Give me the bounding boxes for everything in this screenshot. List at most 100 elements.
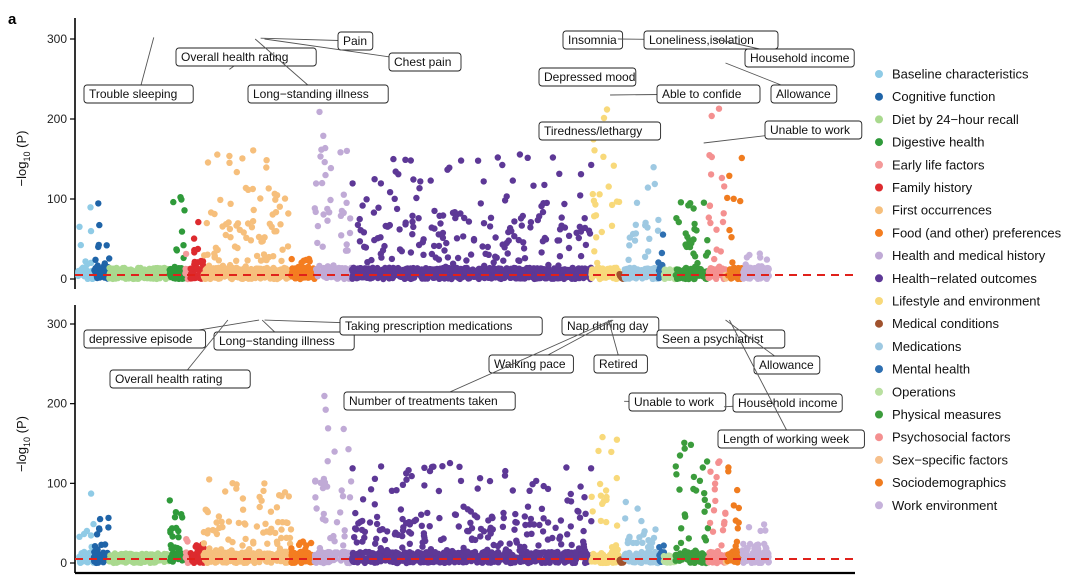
- data-point: [452, 511, 460, 518]
- data-point: [460, 233, 467, 240]
- data-point: [316, 544, 324, 552]
- data-point: [495, 559, 502, 566]
- data-point: [456, 268, 463, 276]
- data-point: [114, 559, 121, 566]
- data-point: [203, 219, 210, 227]
- data-point: [404, 269, 411, 276]
- data-point: [167, 271, 174, 279]
- data-point: [324, 458, 331, 465]
- data-point: [422, 537, 429, 545]
- data-point: [484, 243, 491, 251]
- data-point: [702, 252, 710, 259]
- data-point: [384, 549, 391, 556]
- data-point: [250, 206, 257, 214]
- data-point: [324, 425, 332, 432]
- data-point: [690, 485, 697, 493]
- data-point: [204, 159, 212, 166]
- data-point: [409, 231, 416, 238]
- data-point: [322, 144, 329, 152]
- data-point: [361, 528, 369, 535]
- data-point: [263, 256, 270, 264]
- data-point: [546, 268, 553, 275]
- data-point: [567, 523, 574, 530]
- annotation-label: Depressed mood: [544, 70, 635, 84]
- data-point: [591, 248, 598, 255]
- data-point: [242, 549, 249, 557]
- data-point: [608, 448, 615, 456]
- data-point: [278, 267, 285, 275]
- data-point: [613, 474, 620, 482]
- data-point: [263, 164, 270, 171]
- data-point: [195, 218, 202, 226]
- data-point: [272, 529, 279, 537]
- y-axis-label: −log10 (P): [14, 416, 32, 472]
- data-point: [388, 487, 396, 494]
- data-point: [691, 220, 698, 228]
- data-point: [426, 267, 433, 274]
- data-point: [432, 556, 439, 564]
- data-point: [582, 241, 590, 249]
- data-point: [528, 530, 535, 537]
- data-point: [707, 468, 714, 475]
- data-point: [412, 516, 420, 523]
- data-point: [354, 265, 362, 272]
- data-point: [77, 241, 85, 249]
- data-point: [763, 256, 771, 263]
- annotation-box: [656, 84, 761, 104]
- data-point: [646, 235, 653, 242]
- data-point: [321, 268, 328, 275]
- data-point: [713, 549, 721, 556]
- data-point: [225, 518, 233, 525]
- data-point: [545, 261, 552, 269]
- data-point: [672, 463, 679, 470]
- data-point: [256, 551, 264, 558]
- data-point: [580, 527, 587, 535]
- data-point: [402, 156, 409, 163]
- data-point: [519, 212, 526, 220]
- data-point: [361, 534, 368, 541]
- data-point: [553, 267, 561, 274]
- data-point: [182, 549, 190, 556]
- data-point: [542, 275, 549, 282]
- data-point: [413, 194, 420, 202]
- data-point: [121, 264, 128, 272]
- data-point: [508, 227, 515, 235]
- annotation-label: Insomnia: [568, 33, 617, 47]
- data-point: [391, 195, 398, 202]
- legend-label: Health−related outcomes: [892, 271, 1037, 286]
- data-point: [183, 536, 190, 543]
- data-point: [351, 525, 359, 532]
- annotation-label: Able to confide: [662, 87, 742, 101]
- data-point: [539, 528, 547, 535]
- data-point: [581, 224, 589, 232]
- legend-swatch: [875, 251, 883, 260]
- data-point: [705, 214, 712, 221]
- data-point: [361, 243, 368, 250]
- data-point: [718, 174, 726, 182]
- legend-swatch: [875, 410, 883, 419]
- data-point: [713, 246, 720, 253]
- data-point: [726, 172, 733, 179]
- data-point: [650, 534, 658, 542]
- data-point: [626, 242, 633, 249]
- data-point: [603, 106, 611, 113]
- data-point: [734, 486, 741, 494]
- data-point: [316, 262, 323, 270]
- data-point: [431, 549, 439, 556]
- data-point: [638, 517, 645, 525]
- data-point: [719, 218, 727, 226]
- data-point: [312, 494, 319, 501]
- data-point: [746, 251, 753, 259]
- data-point: [399, 527, 407, 534]
- data-point: [558, 214, 565, 221]
- data-point: [166, 497, 173, 504]
- data-point: [495, 265, 502, 272]
- data-point: [544, 485, 552, 493]
- data-point: [370, 209, 378, 216]
- annotation-label: Household income: [750, 51, 850, 65]
- data-point: [207, 548, 214, 556]
- data-point: [597, 492, 605, 499]
- data-point: [714, 559, 721, 566]
- data-point: [676, 452, 684, 459]
- data-point: [642, 219, 649, 226]
